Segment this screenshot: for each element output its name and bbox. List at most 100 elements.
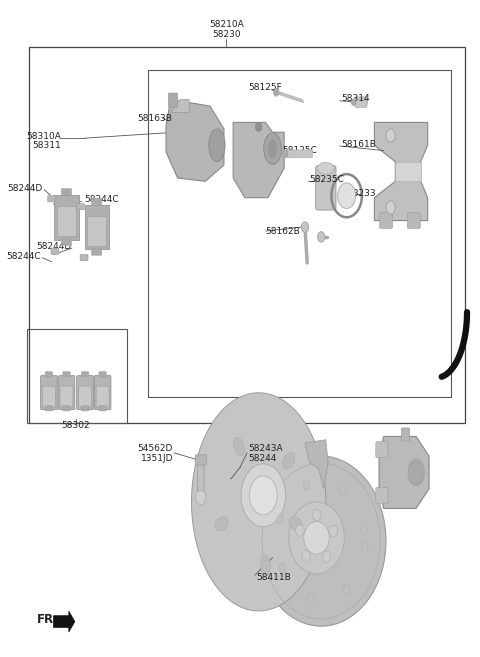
Ellipse shape (209, 129, 225, 162)
Polygon shape (54, 195, 79, 240)
Circle shape (361, 525, 368, 534)
Text: 58314: 58314 (341, 95, 370, 103)
Text: 58244C: 58244C (84, 195, 119, 204)
Ellipse shape (264, 133, 281, 164)
FancyBboxPatch shape (79, 386, 92, 407)
Polygon shape (374, 122, 428, 221)
FancyBboxPatch shape (401, 428, 409, 441)
Circle shape (343, 585, 350, 594)
FancyBboxPatch shape (99, 372, 106, 377)
Polygon shape (87, 216, 106, 246)
FancyBboxPatch shape (80, 254, 88, 261)
Text: 58230: 58230 (212, 30, 240, 39)
Circle shape (303, 481, 310, 490)
FancyBboxPatch shape (198, 461, 204, 497)
FancyBboxPatch shape (96, 386, 109, 407)
Text: 58310A: 58310A (26, 132, 61, 141)
FancyBboxPatch shape (94, 376, 111, 409)
FancyBboxPatch shape (45, 406, 53, 411)
Bar (29, 47, 465, 423)
Ellipse shape (304, 522, 329, 555)
Text: 58243A: 58243A (248, 443, 283, 453)
FancyBboxPatch shape (380, 213, 393, 229)
Polygon shape (192, 393, 326, 611)
Text: 58311: 58311 (32, 141, 61, 150)
Ellipse shape (261, 555, 270, 575)
Circle shape (329, 525, 337, 537)
FancyBboxPatch shape (376, 442, 388, 457)
FancyBboxPatch shape (48, 196, 56, 202)
Text: 58411B: 58411B (256, 573, 291, 581)
FancyBboxPatch shape (42, 386, 55, 407)
Polygon shape (305, 440, 328, 489)
Text: 58125C: 58125C (283, 146, 318, 155)
FancyBboxPatch shape (61, 239, 72, 246)
Circle shape (241, 464, 286, 527)
Polygon shape (166, 99, 224, 181)
Circle shape (351, 99, 356, 105)
Circle shape (308, 594, 314, 603)
Ellipse shape (289, 502, 344, 574)
FancyBboxPatch shape (45, 372, 53, 377)
Ellipse shape (289, 517, 302, 531)
Text: 54562D: 54562D (138, 443, 173, 453)
FancyBboxPatch shape (77, 376, 93, 409)
Polygon shape (171, 99, 189, 112)
Text: 58162B: 58162B (265, 227, 300, 235)
Polygon shape (379, 436, 429, 509)
Ellipse shape (234, 438, 244, 455)
Polygon shape (277, 91, 303, 102)
FancyBboxPatch shape (316, 166, 336, 210)
FancyBboxPatch shape (99, 406, 106, 411)
FancyBboxPatch shape (81, 406, 89, 411)
Circle shape (279, 564, 285, 573)
FancyBboxPatch shape (81, 372, 89, 377)
Ellipse shape (267, 139, 277, 158)
Circle shape (301, 222, 309, 233)
Circle shape (277, 515, 284, 524)
Circle shape (250, 476, 277, 515)
Ellipse shape (256, 456, 386, 626)
FancyBboxPatch shape (168, 93, 178, 107)
Bar (27, 328, 127, 423)
Ellipse shape (317, 162, 334, 174)
FancyBboxPatch shape (92, 249, 102, 255)
FancyBboxPatch shape (58, 376, 75, 409)
Circle shape (362, 543, 368, 552)
Text: 58161B: 58161B (341, 139, 376, 148)
Circle shape (317, 232, 325, 242)
Text: 58244D: 58244D (7, 184, 42, 193)
Text: 1351JD: 1351JD (141, 453, 173, 463)
Circle shape (340, 486, 346, 495)
Polygon shape (84, 205, 108, 250)
Text: 58125F: 58125F (248, 83, 282, 92)
FancyBboxPatch shape (61, 189, 72, 195)
Circle shape (296, 524, 304, 536)
FancyBboxPatch shape (355, 97, 367, 107)
Circle shape (274, 89, 279, 97)
Text: 58244: 58244 (248, 453, 276, 463)
Text: 58244C: 58244C (6, 252, 41, 261)
Text: 58210A: 58210A (209, 20, 244, 29)
FancyBboxPatch shape (376, 487, 388, 503)
Circle shape (312, 509, 321, 521)
Text: 58244D: 58244D (36, 242, 71, 251)
FancyBboxPatch shape (40, 376, 57, 409)
Ellipse shape (283, 453, 295, 468)
Polygon shape (57, 206, 76, 237)
Polygon shape (233, 122, 284, 198)
FancyBboxPatch shape (92, 198, 102, 205)
Polygon shape (54, 611, 75, 632)
Text: 58163B: 58163B (137, 114, 172, 123)
FancyBboxPatch shape (76, 204, 84, 210)
FancyBboxPatch shape (286, 150, 312, 158)
Bar (147, 70, 451, 397)
FancyBboxPatch shape (195, 455, 206, 465)
Circle shape (255, 122, 262, 131)
Circle shape (302, 551, 310, 562)
Text: 58302: 58302 (61, 421, 90, 430)
Polygon shape (395, 162, 421, 181)
Circle shape (386, 201, 395, 214)
Text: 58233: 58233 (348, 189, 376, 198)
FancyBboxPatch shape (408, 213, 420, 229)
